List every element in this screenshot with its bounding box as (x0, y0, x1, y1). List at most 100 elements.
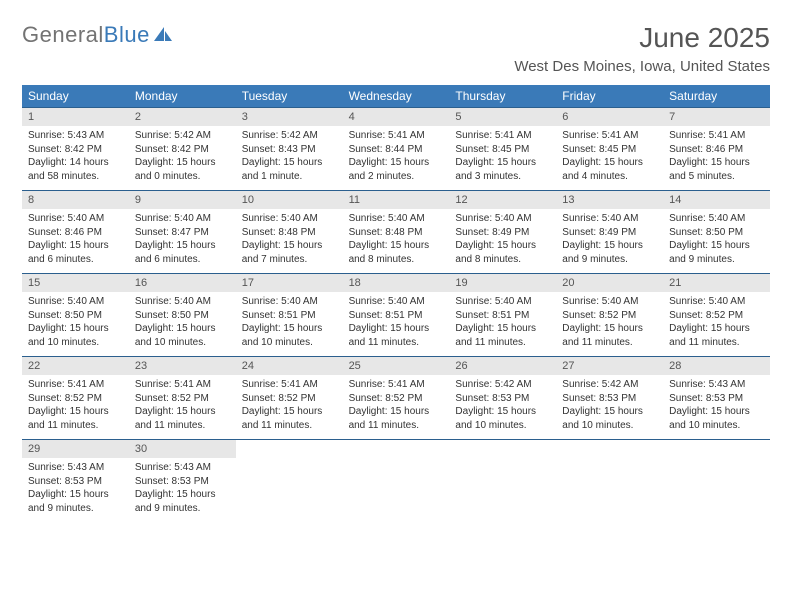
day-number: 13 (556, 191, 663, 209)
day-content: Sunrise: 5:42 AMSunset: 8:43 PMDaylight:… (236, 126, 343, 183)
day-content: Sunrise: 5:43 AMSunset: 8:42 PMDaylight:… (22, 126, 129, 183)
logo-text-blue: Blue (104, 22, 150, 48)
day-content: Sunrise: 5:40 AMSunset: 8:47 PMDaylight:… (129, 209, 236, 266)
day-header-cell: Thursday (449, 85, 556, 107)
day-number: 6 (556, 108, 663, 126)
day-cell: 23Sunrise: 5:41 AMSunset: 8:52 PMDayligh… (129, 357, 236, 439)
day-number: 21 (663, 274, 770, 292)
day-content: Sunrise: 5:40 AMSunset: 8:51 PMDaylight:… (449, 292, 556, 349)
day-cell: 26Sunrise: 5:42 AMSunset: 8:53 PMDayligh… (449, 357, 556, 439)
day-cell (556, 440, 663, 522)
week-row: 1Sunrise: 5:43 AMSunset: 8:42 PMDaylight… (22, 107, 770, 190)
day-number: 4 (343, 108, 450, 126)
day-cell: 3Sunrise: 5:42 AMSunset: 8:43 PMDaylight… (236, 108, 343, 190)
day-cell: 18Sunrise: 5:40 AMSunset: 8:51 PMDayligh… (343, 274, 450, 356)
day-content: Sunrise: 5:40 AMSunset: 8:50 PMDaylight:… (129, 292, 236, 349)
day-content: Sunrise: 5:42 AMSunset: 8:53 PMDaylight:… (556, 375, 663, 432)
weeks-container: 1Sunrise: 5:43 AMSunset: 8:42 PMDaylight… (22, 107, 770, 522)
day-cell: 11Sunrise: 5:40 AMSunset: 8:48 PMDayligh… (343, 191, 450, 273)
day-number: 8 (22, 191, 129, 209)
day-number: 25 (343, 357, 450, 375)
day-content: Sunrise: 5:41 AMSunset: 8:52 PMDaylight:… (343, 375, 450, 432)
day-cell: 7Sunrise: 5:41 AMSunset: 8:46 PMDaylight… (663, 108, 770, 190)
day-cell: 17Sunrise: 5:40 AMSunset: 8:51 PMDayligh… (236, 274, 343, 356)
day-content: Sunrise: 5:40 AMSunset: 8:51 PMDaylight:… (343, 292, 450, 349)
day-cell: 25Sunrise: 5:41 AMSunset: 8:52 PMDayligh… (343, 357, 450, 439)
month-title: June 2025 (514, 22, 770, 54)
day-number: 23 (129, 357, 236, 375)
day-content: Sunrise: 5:41 AMSunset: 8:52 PMDaylight:… (236, 375, 343, 432)
day-cell: 9Sunrise: 5:40 AMSunset: 8:47 PMDaylight… (129, 191, 236, 273)
day-header-cell: Monday (129, 85, 236, 107)
day-cell: 27Sunrise: 5:42 AMSunset: 8:53 PMDayligh… (556, 357, 663, 439)
week-row: 29Sunrise: 5:43 AMSunset: 8:53 PMDayligh… (22, 439, 770, 522)
week-row: 22Sunrise: 5:41 AMSunset: 8:52 PMDayligh… (22, 356, 770, 439)
day-cell: 15Sunrise: 5:40 AMSunset: 8:50 PMDayligh… (22, 274, 129, 356)
week-row: 15Sunrise: 5:40 AMSunset: 8:50 PMDayligh… (22, 273, 770, 356)
day-number: 7 (663, 108, 770, 126)
day-cell: 13Sunrise: 5:40 AMSunset: 8:49 PMDayligh… (556, 191, 663, 273)
day-cell (343, 440, 450, 522)
day-cell: 28Sunrise: 5:43 AMSunset: 8:53 PMDayligh… (663, 357, 770, 439)
day-number: 30 (129, 440, 236, 458)
day-number: 16 (129, 274, 236, 292)
day-cell: 1Sunrise: 5:43 AMSunset: 8:42 PMDaylight… (22, 108, 129, 190)
day-content: Sunrise: 5:40 AMSunset: 8:46 PMDaylight:… (22, 209, 129, 266)
day-content: Sunrise: 5:41 AMSunset: 8:45 PMDaylight:… (449, 126, 556, 183)
day-cell: 20Sunrise: 5:40 AMSunset: 8:52 PMDayligh… (556, 274, 663, 356)
title-block: June 2025 West Des Moines, Iowa, United … (514, 22, 770, 75)
day-cell: 16Sunrise: 5:40 AMSunset: 8:50 PMDayligh… (129, 274, 236, 356)
logo-sail-icon (152, 25, 174, 43)
day-content: Sunrise: 5:42 AMSunset: 8:53 PMDaylight:… (449, 375, 556, 432)
logo: GeneralBlue (22, 22, 174, 48)
day-cell (663, 440, 770, 522)
day-content: Sunrise: 5:41 AMSunset: 8:46 PMDaylight:… (663, 126, 770, 183)
day-content: Sunrise: 5:41 AMSunset: 8:45 PMDaylight:… (556, 126, 663, 183)
day-number: 19 (449, 274, 556, 292)
day-number: 17 (236, 274, 343, 292)
week-row: 8Sunrise: 5:40 AMSunset: 8:46 PMDaylight… (22, 190, 770, 273)
day-header-cell: Wednesday (343, 85, 450, 107)
day-header-row: SundayMondayTuesdayWednesdayThursdayFrid… (22, 85, 770, 107)
day-cell: 29Sunrise: 5:43 AMSunset: 8:53 PMDayligh… (22, 440, 129, 522)
day-cell: 19Sunrise: 5:40 AMSunset: 8:51 PMDayligh… (449, 274, 556, 356)
day-cell: 2Sunrise: 5:42 AMSunset: 8:42 PMDaylight… (129, 108, 236, 190)
day-number: 20 (556, 274, 663, 292)
day-content: Sunrise: 5:42 AMSunset: 8:42 PMDaylight:… (129, 126, 236, 183)
day-content: Sunrise: 5:40 AMSunset: 8:48 PMDaylight:… (236, 209, 343, 266)
day-number: 1 (22, 108, 129, 126)
day-number: 9 (129, 191, 236, 209)
day-number: 14 (663, 191, 770, 209)
calendar: SundayMondayTuesdayWednesdayThursdayFrid… (22, 85, 770, 522)
day-cell: 30Sunrise: 5:43 AMSunset: 8:53 PMDayligh… (129, 440, 236, 522)
day-number: 11 (343, 191, 450, 209)
location: West Des Moines, Iowa, United States (514, 58, 770, 75)
day-cell: 10Sunrise: 5:40 AMSunset: 8:48 PMDayligh… (236, 191, 343, 273)
day-number: 15 (22, 274, 129, 292)
day-content: Sunrise: 5:43 AMSunset: 8:53 PMDaylight:… (663, 375, 770, 432)
day-content: Sunrise: 5:43 AMSunset: 8:53 PMDaylight:… (129, 458, 236, 515)
day-cell (236, 440, 343, 522)
day-content: Sunrise: 5:40 AMSunset: 8:49 PMDaylight:… (449, 209, 556, 266)
day-content: Sunrise: 5:41 AMSunset: 8:52 PMDaylight:… (129, 375, 236, 432)
day-number: 2 (129, 108, 236, 126)
day-content: Sunrise: 5:40 AMSunset: 8:52 PMDaylight:… (556, 292, 663, 349)
day-cell: 21Sunrise: 5:40 AMSunset: 8:52 PMDayligh… (663, 274, 770, 356)
day-number: 18 (343, 274, 450, 292)
day-header-cell: Friday (556, 85, 663, 107)
day-number: 3 (236, 108, 343, 126)
day-content: Sunrise: 5:41 AMSunset: 8:52 PMDaylight:… (22, 375, 129, 432)
day-number: 29 (22, 440, 129, 458)
day-cell: 14Sunrise: 5:40 AMSunset: 8:50 PMDayligh… (663, 191, 770, 273)
day-number: 27 (556, 357, 663, 375)
day-content: Sunrise: 5:40 AMSunset: 8:49 PMDaylight:… (556, 209, 663, 266)
day-content: Sunrise: 5:40 AMSunset: 8:52 PMDaylight:… (663, 292, 770, 349)
day-cell: 24Sunrise: 5:41 AMSunset: 8:52 PMDayligh… (236, 357, 343, 439)
day-content: Sunrise: 5:40 AMSunset: 8:50 PMDaylight:… (22, 292, 129, 349)
header-row: GeneralBlue June 2025 West Des Moines, I… (22, 22, 770, 75)
day-number: 26 (449, 357, 556, 375)
day-cell: 5Sunrise: 5:41 AMSunset: 8:45 PMDaylight… (449, 108, 556, 190)
day-cell: 4Sunrise: 5:41 AMSunset: 8:44 PMDaylight… (343, 108, 450, 190)
day-cell: 22Sunrise: 5:41 AMSunset: 8:52 PMDayligh… (22, 357, 129, 439)
day-cell: 6Sunrise: 5:41 AMSunset: 8:45 PMDaylight… (556, 108, 663, 190)
